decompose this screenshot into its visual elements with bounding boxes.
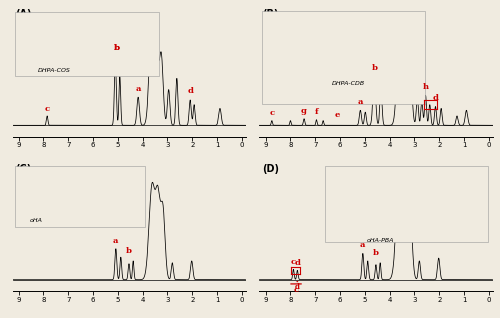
Text: (C): (C)	[15, 164, 31, 174]
Text: d: d	[432, 94, 438, 102]
Text: a: a	[358, 98, 363, 106]
FancyBboxPatch shape	[324, 166, 488, 242]
Text: b: b	[126, 247, 132, 255]
Text: oHA: oHA	[30, 218, 42, 223]
Text: f: f	[314, 108, 318, 116]
FancyBboxPatch shape	[15, 12, 160, 76]
Text: (B): (B)	[262, 9, 278, 19]
Text: b: b	[114, 44, 119, 52]
Text: DHPA-CDB: DHPA-CDB	[332, 81, 364, 86]
Text: a: a	[113, 237, 118, 245]
Text: e: e	[335, 111, 340, 119]
Text: b: b	[372, 64, 378, 72]
Text: oHA-PBA: oHA-PBA	[367, 238, 394, 243]
Text: a: a	[136, 86, 141, 93]
Text: c: c	[294, 286, 298, 294]
Text: c: c	[44, 105, 50, 113]
Text: (D): (D)	[262, 164, 279, 174]
Text: b: b	[373, 249, 379, 257]
Text: d: d	[294, 283, 300, 292]
Text: DHPA-COS: DHPA-COS	[38, 68, 71, 73]
FancyBboxPatch shape	[262, 10, 425, 104]
Text: d: d	[294, 259, 300, 266]
Text: (A): (A)	[15, 9, 32, 19]
Text: h: h	[422, 83, 428, 91]
Text: d: d	[188, 87, 194, 95]
Text: c: c	[291, 258, 296, 266]
FancyBboxPatch shape	[15, 166, 146, 227]
Text: g: g	[301, 107, 307, 115]
Text: a: a	[360, 241, 366, 249]
Text: b: b	[114, 44, 119, 52]
Text: c: c	[270, 109, 274, 117]
